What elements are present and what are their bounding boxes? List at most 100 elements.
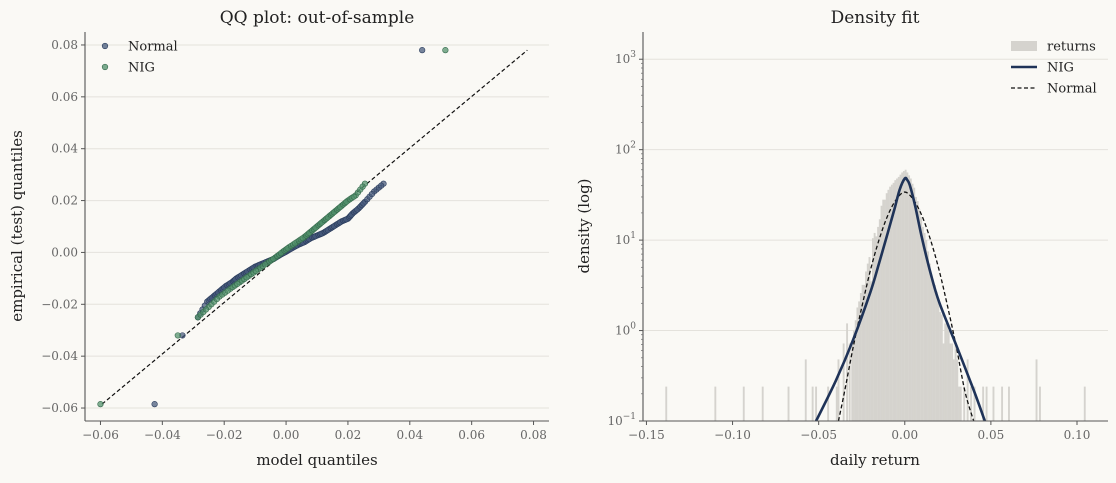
qq-x-tick-label: 0.04 [396, 428, 423, 442]
qq-point-normal [360, 200, 367, 207]
density-histogram-bar [851, 343, 854, 421]
density-histogram-bar [923, 232, 926, 421]
density-histogram-bar [940, 314, 943, 421]
qq-legend-marker-normal [101, 42, 109, 50]
density-histogram-bar [853, 330, 855, 421]
density-fit-panel: 10−1 100 101 102 103 −0.15 −0.10 −0.05 0.00 0.05 0… [575, 8, 1108, 469]
density-histogram-bar [947, 330, 950, 421]
density-histogram-bar [966, 359, 969, 421]
qq-x-axis-label: model quantiles [256, 451, 377, 469]
qq-x-tick-label: −0.06 [82, 428, 119, 442]
density-histogram-bar [933, 284, 936, 421]
qq-y-tick-label: 0.02 [51, 194, 78, 208]
density-histogram-bar [885, 193, 888, 421]
qq-point-nig [442, 47, 449, 54]
density-histogram-bar [856, 307, 859, 421]
density-histogram-bar [880, 205, 883, 421]
qq-x-tick-label: −0.04 [144, 428, 181, 442]
density-histogram-bar [932, 282, 935, 421]
density-histogram-bar [1001, 386, 1004, 421]
qq-point-nig [234, 280, 241, 287]
density-histogram-bar [908, 175, 911, 421]
density-y-tick-label: 101 [615, 231, 636, 247]
density-histogram-bar [892, 182, 895, 421]
density-histogram-bar [939, 312, 942, 421]
density-normal-curve [837, 191, 975, 422]
density-histogram-bar [811, 386, 814, 421]
density-histogram-bar [887, 189, 890, 421]
density-histogram-bar [859, 293, 862, 421]
density-histogram-bar [982, 386, 985, 421]
qq-point-normal [151, 401, 158, 408]
density-y-tick-label: 100 [615, 322, 636, 338]
density-histogram-bar [973, 386, 976, 421]
density-legend-swatch-returns [1011, 41, 1037, 51]
density-histogram-bar [959, 386, 962, 421]
density-histogram-bar [742, 386, 745, 421]
density-histogram-bar [787, 386, 790, 421]
density-x-tick-label: 0.10 [1064, 428, 1091, 442]
qq-legend: Normal NIG [101, 40, 178, 76]
density-histogram-bar [899, 174, 902, 421]
density-histogram-bar [954, 343, 957, 421]
density-histogram-bar [985, 386, 988, 421]
density-histogram-bar [665, 386, 668, 421]
density-histogram-bar [866, 263, 869, 421]
density-histogram-bar [870, 281, 873, 421]
qq-point-nig [350, 193, 357, 200]
density-legend: returns NIG Normal [1011, 40, 1097, 97]
qq-x-tick-label: 0.06 [458, 428, 485, 442]
density-x-tick-label: −0.05 [800, 428, 837, 442]
density-histogram-bar [897, 176, 900, 421]
density-histogram-bar [815, 386, 818, 421]
density-histogram-bar [1083, 386, 1086, 421]
density-histogram-bar [1008, 386, 1010, 421]
qq-point-nig [252, 267, 260, 275]
density-histogram-bar [873, 232, 876, 421]
density-histogram-bar [848, 343, 851, 421]
density-y-tick-label: 103 [615, 50, 636, 66]
density-histogram-bar [1035, 359, 1038, 421]
qq-y-tick-label: 0.00 [51, 245, 78, 259]
qq-point-nig [97, 401, 104, 408]
density-histogram-bar [863, 284, 866, 421]
qq-point-nig [202, 306, 210, 313]
qq-y-axis-label: empirical (test) quantiles [8, 130, 26, 322]
density-histogram-bar [877, 226, 880, 421]
density-histogram-bar [889, 186, 892, 421]
density-x-tick-label: −0.10 [714, 428, 751, 442]
density-nig-curve [814, 176, 987, 422]
density-legend-label-normal: Normal [1047, 82, 1097, 97]
density-x-tick-label: 0.00 [891, 428, 918, 442]
density-histogram-bar [935, 291, 938, 421]
qq-point-normal [419, 47, 426, 54]
density-histogram-bar [861, 284, 864, 421]
density-legend-label-nig: NIG [1047, 61, 1074, 76]
density-histogram-bar [1039, 386, 1041, 421]
density-histogram-bar [901, 172, 904, 421]
qq-y-tick-label: 0.08 [51, 38, 78, 52]
density-histogram-bar [896, 178, 898, 421]
qq-legend-label-nig: NIG [128, 61, 155, 76]
density-histogram-bar [875, 236, 878, 421]
qq-legend-marker-nig [101, 63, 109, 71]
density-histogram-bar [835, 386, 838, 421]
density-histogram-bar [992, 386, 995, 421]
density-histogram-bar [918, 209, 921, 421]
density-histogram-bar [913, 187, 916, 421]
density-histogram-bar [925, 240, 928, 421]
density-histogram-bar [804, 359, 807, 421]
density-histogram-bar [842, 343, 845, 421]
qq-y-tick-label: 0.04 [51, 142, 78, 156]
qq-point-nig [174, 332, 181, 339]
qq-y-tick-label: −0.02 [41, 297, 78, 311]
density-legend-label-returns: returns [1047, 40, 1096, 55]
density-histogram-bar [916, 201, 919, 421]
qq-point-nig [213, 296, 220, 303]
density-histogram-bar [865, 271, 867, 421]
density-histogram-bar [868, 257, 871, 421]
qq-x-tick-label: 0.00 [273, 428, 300, 442]
qq-plot-title: QQ plot: out-of-sample [220, 8, 415, 28]
density-histogram-bar [949, 343, 952, 421]
density-histogram-bar [970, 386, 973, 421]
